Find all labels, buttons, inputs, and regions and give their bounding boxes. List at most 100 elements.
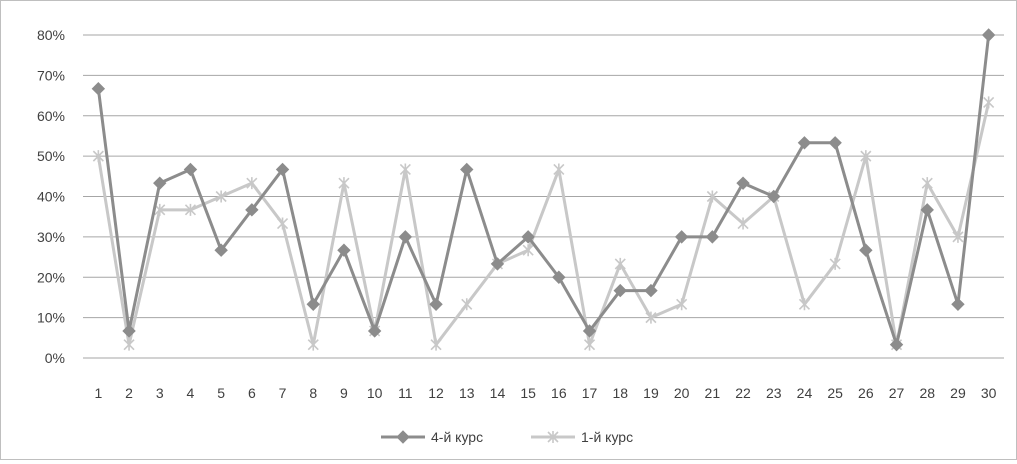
y-tick-label: 0%: [45, 350, 65, 366]
x-tick-label: 8: [309, 385, 317, 401]
x-tick-label: 9: [340, 385, 348, 401]
data-point: [461, 298, 473, 311]
y-tick-label: 40%: [37, 189, 65, 205]
x-tick-label: 7: [279, 385, 287, 401]
series-line: [96, 102, 991, 347]
x-tick-label: 30: [981, 385, 997, 401]
y-tick-label: 50%: [37, 148, 65, 164]
data-point: [981, 28, 996, 42]
x-tick-label: 22: [735, 385, 751, 401]
x-tick-label: 25: [827, 385, 843, 401]
data-point: [860, 150, 872, 163]
y-tick-label: 10%: [37, 310, 65, 326]
data-point: [645, 311, 657, 324]
x-tick-label: 13: [459, 385, 475, 401]
data-point: [828, 136, 842, 150]
x-tick-label: 28: [919, 385, 935, 401]
data-point: [920, 203, 934, 217]
data-point: [644, 283, 658, 298]
data-point: [582, 324, 597, 338]
data-point: [246, 177, 258, 190]
x-tick-label: 15: [520, 385, 536, 401]
legend-label: 4-й курс: [431, 429, 483, 445]
data-point: [613, 283, 627, 298]
data-point: [275, 162, 290, 177]
x-tick-label: 23: [766, 385, 782, 401]
y-tick-label: 20%: [37, 269, 65, 285]
x-tick-label: 21: [705, 385, 721, 401]
data-point: [490, 257, 505, 271]
data-point: [245, 203, 259, 217]
x-tick-label: 29: [950, 385, 966, 401]
x-tick-label: 11: [398, 385, 413, 401]
data-point: [706, 190, 718, 203]
x-tick-label: 12: [428, 385, 444, 401]
data-point: [797, 136, 812, 150]
data-point: [215, 190, 227, 203]
data-point: [307, 338, 319, 351]
data-point: [583, 338, 596, 351]
data-point: [952, 230, 964, 243]
data-point: [306, 297, 320, 312]
y-tick-label: 30%: [37, 229, 65, 245]
data-point: [614, 257, 626, 270]
data-point: [951, 297, 965, 312]
data-point: [337, 243, 351, 257]
x-tick-label: 20: [674, 385, 690, 401]
x-tick-label: 10: [367, 385, 383, 401]
data-point: [91, 81, 106, 96]
y-tick-label: 60%: [37, 108, 65, 124]
data-point: [676, 298, 688, 311]
data-point: [214, 243, 228, 257]
x-tick-label: 5: [217, 385, 225, 401]
x-tick-label: 1: [94, 385, 102, 401]
data-point: [921, 177, 933, 190]
y-tick-label: 80%: [37, 27, 65, 43]
legend-label: 1-й курс: [581, 429, 633, 445]
data-point: [183, 162, 198, 177]
x-tick-label: 2: [125, 385, 133, 401]
data-point: [736, 176, 750, 190]
data-point: [396, 430, 410, 444]
x-tick-label: 17: [582, 385, 598, 401]
x-tick-label: 16: [551, 385, 567, 401]
data-point: [153, 176, 167, 190]
data-point: [123, 338, 135, 351]
data-point: [430, 338, 442, 351]
data-point: [92, 150, 104, 163]
data-point: [705, 230, 720, 244]
data-point: [767, 189, 781, 204]
data-point: [122, 324, 136, 338]
x-tick-label: 14: [490, 385, 506, 401]
x-tick-label: 4: [187, 385, 195, 401]
data-point: [798, 298, 811, 311]
x-tick-label: 24: [797, 385, 813, 401]
data-point: [184, 203, 197, 216]
data-point: [547, 431, 559, 443]
data-point: [521, 230, 535, 244]
data-point: [553, 163, 565, 176]
x-tick-label: 18: [612, 385, 628, 401]
data-point: [398, 230, 413, 244]
data-point: [552, 270, 566, 284]
data-point: [983, 96, 995, 109]
data-point: [460, 162, 474, 177]
data-point: [737, 217, 749, 230]
series-line: [96, 34, 991, 347]
x-tick-label: 26: [858, 385, 874, 401]
data-point: [859, 243, 873, 257]
data-point: [338, 177, 350, 190]
data-point: [889, 337, 904, 352]
data-point: [829, 257, 841, 270]
x-tick-label: 27: [889, 385, 905, 401]
data-point: [429, 297, 443, 312]
data-point: [674, 230, 689, 244]
data-point: [399, 163, 411, 176]
x-tick-label: 6: [248, 385, 256, 401]
y-tick-label: 70%: [37, 67, 65, 83]
data-point: [276, 217, 289, 230]
x-tick-label: 19: [643, 385, 659, 401]
x-tick-label: 3: [156, 385, 164, 401]
